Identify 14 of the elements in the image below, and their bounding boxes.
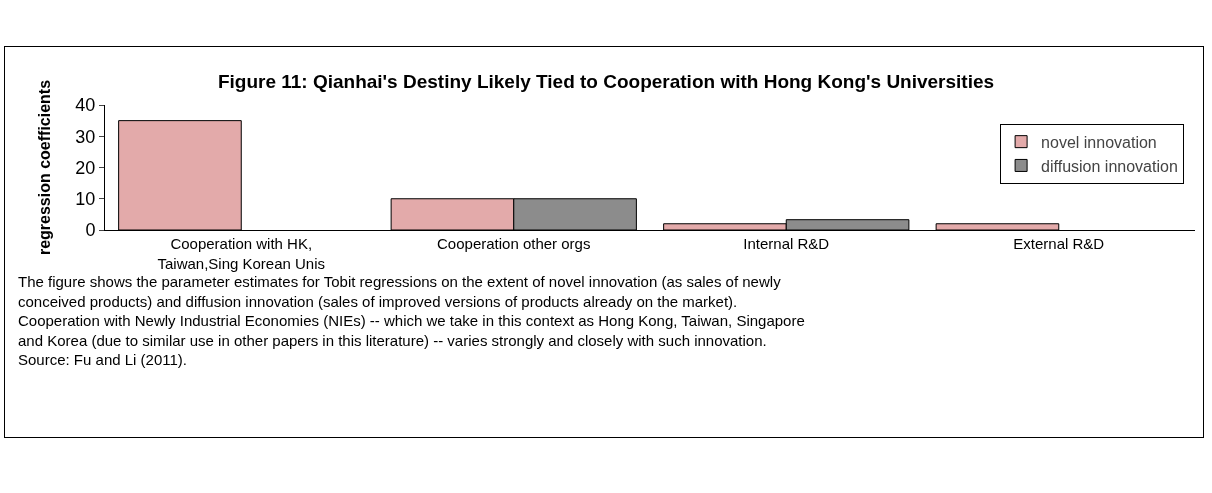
x-tick-label: Internal R&D [743,235,830,252]
legend-label: novel innovation [1041,133,1157,151]
x-tick-label: External R&D [1013,235,1105,252]
legend-label: diffusion innovation [1041,157,1178,175]
chart-title: Figure 11: Qianhai's Destiny Likely Tied to Cooperation with Hong Kong's Universities [217,71,995,92]
y-tick-label: 30 [75,126,96,147]
y-tick-label: 40 [75,95,96,116]
x-tick-label: Cooperation with HK, Taiwan,Sing Korean Unis [157,235,326,272]
text: The figure shows the parameter estimates for Tobit regressions on the extent of novel innovation (as sales of newly conceived products) and diffusion innovation (sales of improved versions of products already on the market). Cooperation with Newly Industrial Economies (NIEs) -- which we take in this context as Hong Kong, Taiwan, Singapore and Korea (due to similar use in other papers in this literature) -- varies strongly and closely with such innovation. Source: Fu and Li (2011). [18,273,805,368]
x-tick-label: Cooperation other orgs [437,235,591,252]
y-tick-label: 10 [75,189,96,210]
y-tick-label: 0 [85,220,96,241]
y-axis-title: regression coefficients [36,79,54,256]
y-tick-label: 20 [75,157,96,178]
